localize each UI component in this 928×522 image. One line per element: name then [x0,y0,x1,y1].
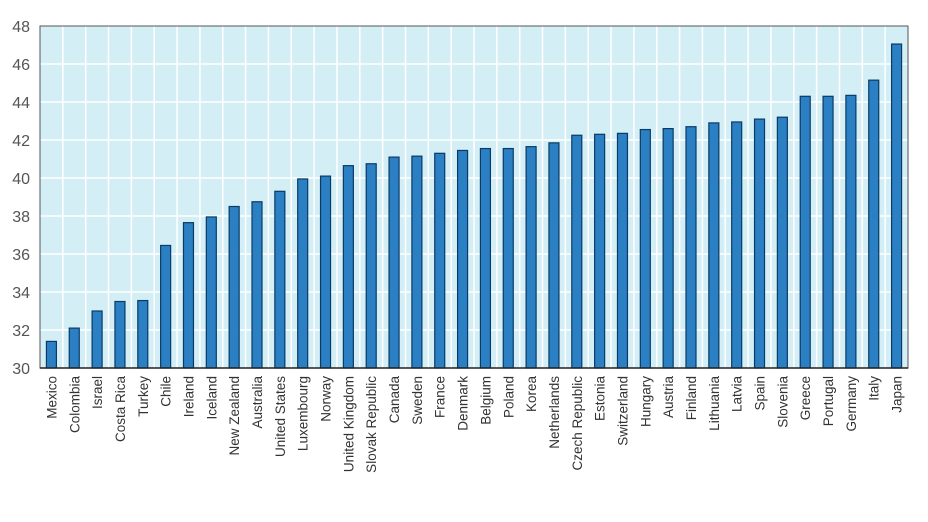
bar-latvia [731,121,743,369]
bar-slovenia [776,116,788,369]
bar-denmark [456,149,469,369]
y-tick-label: 42 [12,133,30,150]
bar-france [434,152,446,369]
y-tick-label: 34 [12,285,30,302]
y-tick-label: 46 [12,57,30,74]
bar-costa-rica [114,300,126,369]
y-tick-label: 30 [12,361,30,378]
x-tick-label: Portugal [821,376,836,426]
x-tick-label: France [433,376,448,418]
x-tick-label: New Zealand [227,376,242,456]
x-tick-label: United States [273,376,288,457]
x-tick-label: Slovak Republic [364,376,379,473]
x-tick-label: Chile [159,376,174,407]
bar-israel [91,310,103,369]
bar-norway [319,175,332,369]
bar-korea [525,146,537,369]
y-tick-label: 38 [12,209,30,226]
y-tick-label: 40 [12,171,30,188]
x-tick-label: Mexico [44,376,59,419]
x-tick-label: Iceland [204,376,219,420]
bar-greece [799,95,811,369]
bar-belgium [479,147,492,369]
x-tick-label: Spain [753,376,768,411]
bar-spain [753,118,766,369]
x-tick-label: Slovenia [775,376,790,428]
bar-hungary [639,128,651,369]
bar-colombia [68,327,80,369]
x-tick-label: Estonia [593,376,608,422]
bar-sweden [411,155,423,369]
x-tick-label: Italy [867,376,882,401]
bar-slovak-republic [365,163,377,369]
x-tick-label: Hungary [638,376,653,427]
x-tick-label: Germany [844,376,859,432]
bar-chile [160,244,172,369]
y-tick-label: 44 [12,95,30,112]
x-tick-label: Norway [319,376,334,422]
x-tick-label: Poland [501,376,516,418]
bar-ireland [182,222,195,369]
x-tick-label: Luxembourg [296,376,311,451]
x-tick-label: Austria [661,376,676,419]
bar-portugal [822,95,834,369]
x-tick-label: Latvia [730,376,745,413]
bar-germany [845,94,857,369]
bar-canada [388,156,400,369]
bar-austria [662,128,674,369]
bar-united-states [274,190,286,369]
x-tick-label: Netherlands [547,376,562,449]
x-tick-label: United Kingdom [341,376,356,472]
bar-lithuania [708,122,720,369]
x-tick-label: Denmark [456,376,471,431]
x-tick-label: Australia [250,376,265,429]
bar-united-kingdom [342,165,354,369]
x-tick-label: Colombia [67,376,82,434]
bar-netherlands [548,142,560,369]
bar-italy [868,79,880,369]
x-tick-label: Israel [90,376,105,409]
x-tick-label: Turkey [136,376,151,417]
x-tick-label: Switzerland [615,376,630,446]
x-tick-label: Czech Republic [570,376,585,471]
bar-new-zealand [228,205,240,369]
y-tick-label: 32 [12,323,30,340]
y-tick-label: 48 [12,19,30,36]
x-tick-label: Belgium [478,376,493,425]
bar-turkey [137,299,149,369]
bar-australia [251,201,263,369]
x-tick-label: Lithuania [707,376,722,431]
bar-japan [890,43,903,369]
bar-switzerland [616,132,629,369]
x-tick-label: Ireland [181,376,196,417]
y-tick-label: 36 [12,247,30,264]
x-tick-label: Costa Rica [113,376,128,443]
bar-czech-republic [571,134,583,369]
x-tick-label: Greece [798,376,813,420]
bar-estonia [594,133,606,369]
bar-finland [685,126,697,369]
x-tick-label: Sweden [410,376,425,425]
x-tick-label: Japan [890,376,905,413]
x-tick-label: Finland [684,376,699,420]
x-tick-label: Canada [387,376,402,424]
bar-luxembourg [297,178,309,369]
x-tick-label: Korea [524,376,539,413]
bar-poland [502,147,514,369]
bar-mexico [45,340,58,369]
bar-iceland [205,216,217,369]
